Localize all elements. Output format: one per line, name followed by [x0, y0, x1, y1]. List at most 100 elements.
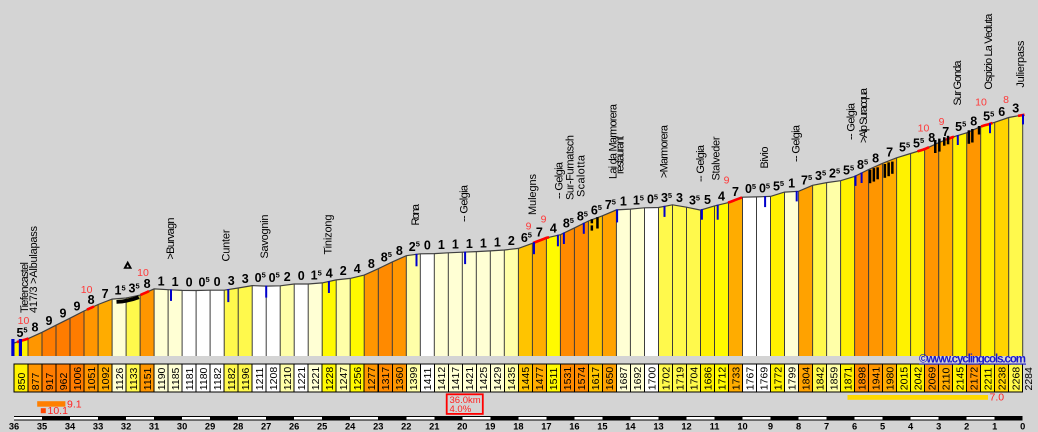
svg-text:1256: 1256 [352, 367, 364, 391]
svg-text:1: 1 [620, 195, 627, 209]
svg-text:-- Gelgia: -- Gelgia [791, 124, 803, 162]
svg-text:8: 8 [1003, 94, 1009, 106]
svg-text:1210: 1210 [282, 367, 294, 391]
svg-text:14: 14 [625, 422, 636, 432]
svg-text:65: 65 [521, 231, 532, 245]
svg-text:8: 8 [144, 277, 151, 291]
svg-text:1151: 1151 [142, 367, 154, 390]
svg-text:1733: 1733 [730, 367, 742, 391]
svg-text:>Marmorera: >Marmorera [659, 124, 671, 178]
svg-text:32: 32 [121, 422, 131, 432]
svg-text:Cunter: Cunter [221, 229, 233, 261]
svg-text:1: 1 [494, 236, 501, 250]
svg-text:85: 85 [381, 250, 392, 264]
svg-text:6: 6 [998, 105, 1005, 119]
svg-text:8: 8 [796, 422, 801, 432]
svg-text:1445: 1445 [520, 367, 532, 391]
svg-text:35: 35 [689, 193, 700, 207]
svg-text:1180: 1180 [198, 367, 210, 390]
svg-text:0: 0 [214, 275, 221, 289]
svg-text:1412: 1412 [436, 367, 448, 391]
svg-text:-- Gelgia: -- Gelgia [459, 184, 471, 222]
svg-text:25: 25 [829, 166, 840, 180]
svg-text:2: 2 [508, 234, 515, 248]
svg-text:7: 7 [824, 422, 829, 432]
svg-text:9: 9 [541, 214, 547, 226]
svg-text:85: 85 [577, 209, 588, 223]
svg-text:9: 9 [939, 116, 945, 128]
svg-text:19: 19 [485, 422, 495, 432]
svg-text:2: 2 [964, 422, 969, 432]
svg-text:05: 05 [255, 271, 266, 285]
svg-text:1: 1 [466, 237, 473, 251]
svg-text:Tinizong: Tinizong [323, 215, 335, 255]
svg-text:8: 8 [368, 257, 375, 271]
svg-text:10: 10 [975, 97, 987, 109]
svg-text:13: 13 [653, 422, 663, 432]
svg-text:1228: 1228 [324, 367, 336, 391]
svg-text:1687: 1687 [618, 367, 630, 391]
svg-text:05: 05 [647, 193, 658, 207]
svg-text:Julierpass: Julierpass [1015, 40, 1027, 88]
svg-text:30: 30 [177, 422, 187, 432]
svg-text:1980: 1980 [884, 367, 896, 391]
svg-text:25: 25 [317, 422, 327, 432]
svg-text:1277: 1277 [366, 367, 378, 391]
svg-text:22: 22 [401, 422, 411, 432]
svg-text:1941: 1941 [870, 367, 882, 391]
svg-text:2268: 2268 [1011, 367, 1023, 391]
svg-text:75: 75 [801, 173, 812, 187]
svg-text:5: 5 [704, 193, 711, 207]
svg-text:1051: 1051 [86, 367, 98, 391]
svg-text:9: 9 [74, 300, 81, 314]
svg-text:7: 7 [942, 125, 949, 139]
svg-text:Sur Gonda: Sur Gonda [952, 60, 964, 106]
svg-text:15: 15 [633, 193, 644, 207]
svg-text:1692: 1692 [632, 367, 644, 391]
svg-text:2042: 2042 [912, 367, 924, 391]
svg-text:850: 850 [16, 373, 28, 391]
svg-text:35: 35 [815, 169, 826, 183]
svg-text:36.0km: 36.0km [450, 395, 481, 406]
svg-text:1686: 1686 [702, 367, 714, 391]
svg-text:55: 55 [843, 163, 854, 177]
svg-text:4: 4 [718, 189, 725, 203]
svg-text:1317: 1317 [380, 367, 392, 391]
svg-text:7: 7 [102, 287, 109, 301]
svg-text:>Alp Suracqua: >Alp Suracqua [858, 87, 870, 143]
svg-text:10: 10 [918, 123, 930, 135]
svg-text:877: 877 [30, 373, 42, 391]
svg-text:1190: 1190 [156, 367, 168, 390]
svg-text:Savognin: Savognin [259, 215, 271, 259]
svg-text:35: 35 [129, 281, 140, 295]
svg-text:1: 1 [438, 238, 445, 252]
svg-text:1196: 1196 [240, 367, 252, 390]
svg-text:1574: 1574 [576, 367, 588, 391]
svg-text:23: 23 [373, 422, 383, 432]
svg-text:25: 25 [409, 240, 420, 254]
svg-text:1208: 1208 [268, 367, 280, 391]
svg-text:1842: 1842 [814, 367, 826, 391]
svg-text:28: 28 [233, 422, 243, 432]
svg-text:2238: 2238 [997, 367, 1009, 391]
svg-text:35: 35 [37, 422, 47, 432]
svg-text:1092: 1092 [100, 367, 112, 391]
svg-text:1700: 1700 [646, 367, 658, 391]
svg-text:1531: 1531 [562, 367, 574, 391]
svg-text:8: 8 [872, 151, 879, 165]
svg-text:21: 21 [429, 422, 439, 432]
svg-text:3: 3 [936, 422, 941, 432]
svg-text:15: 15 [597, 422, 607, 432]
svg-text:10: 10 [737, 422, 747, 432]
svg-text:4: 4 [326, 266, 333, 280]
svg-text:2: 2 [340, 264, 347, 278]
svg-text:2: 2 [284, 270, 291, 284]
svg-text:1: 1 [788, 177, 795, 191]
svg-text:1650: 1650 [604, 367, 616, 391]
svg-text:35: 35 [661, 191, 672, 205]
svg-text:15: 15 [115, 283, 126, 297]
svg-text:-- Gelgia: -- Gelgia [554, 161, 566, 199]
svg-text:3: 3 [242, 272, 249, 286]
svg-text:15: 15 [311, 268, 322, 282]
svg-text:7.0: 7.0 [990, 392, 1005, 404]
